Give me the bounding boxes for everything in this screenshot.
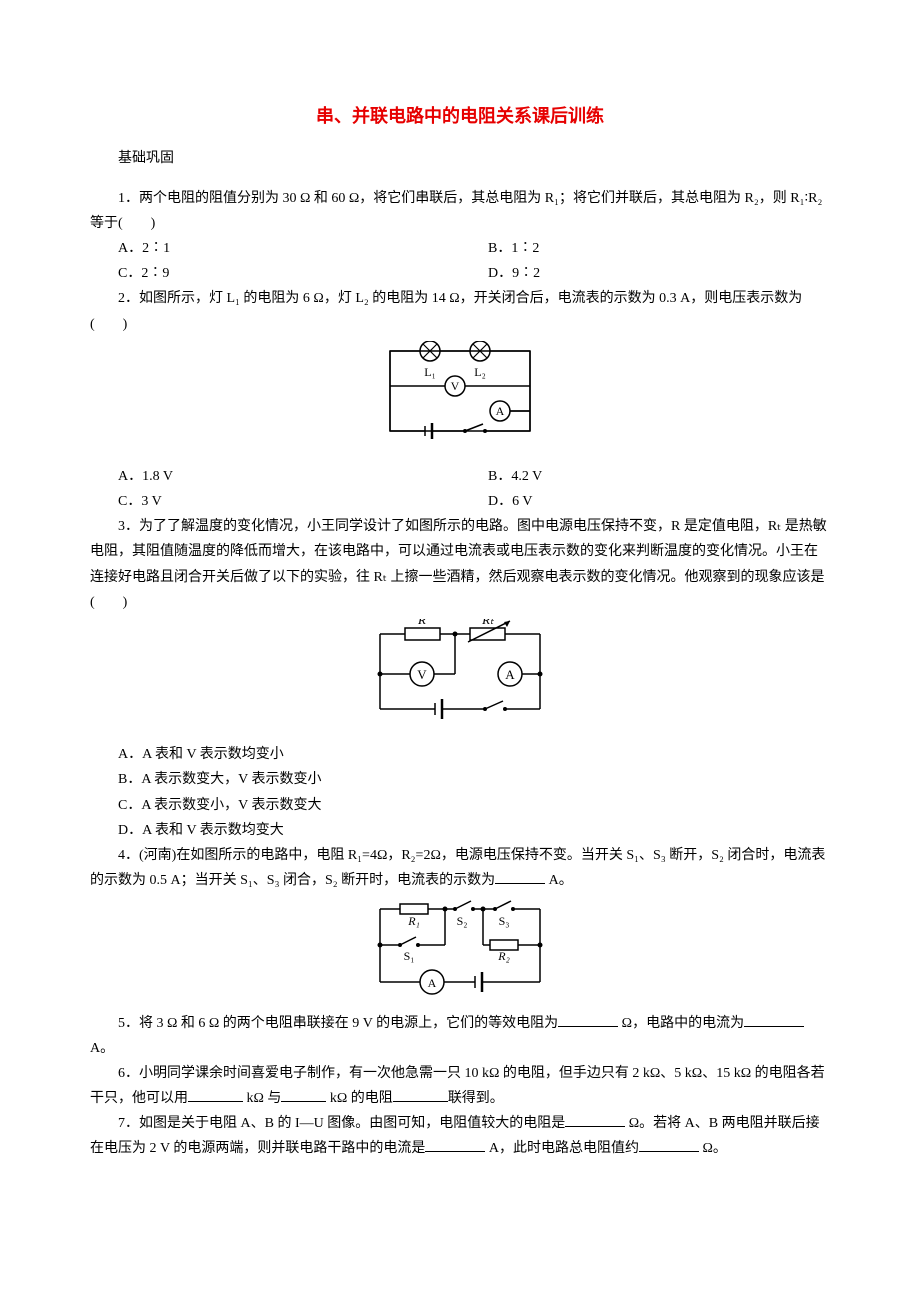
q5: 5．将 3 Ω 和 6 Ω 的两个电阻串联接在 9 V 的电源上，它们的等效电阻…	[90, 1011, 830, 1061]
q7-blank1	[565, 1112, 625, 1127]
q3-opt-c: C．A 表示数变小，V 表示数变大	[90, 793, 830, 818]
q3-opt-b: B．A 表示数变大，V 表示数变小	[90, 767, 830, 792]
q4-stem-a: 4．(河南)在如图所示的电路中，电阻 R₁=4Ω，R₂=2Ω，电源电压保持不变。…	[90, 848, 825, 888]
q3-opt-d: D．A 表和 V 表示数均变大	[90, 818, 830, 843]
q5-c: A。	[90, 1041, 114, 1056]
q6-blank1	[188, 1087, 243, 1102]
q2-options-row2: C．3 V D．6 V	[90, 489, 830, 514]
q2-opt-c: C．3 V	[90, 489, 460, 514]
q2-l2-label: L₂	[474, 365, 486, 379]
q6-blank2	[281, 1087, 326, 1102]
q3-rt-label: Rₜ	[481, 619, 495, 627]
q7-c: A，此时电路总电阻值约	[485, 1141, 639, 1156]
q3-figure: R Rₜ V A	[90, 619, 830, 738]
q5-a: 5．将 3 Ω 和 6 Ω 的两个电阻串联接在 9 V 的电源上，它们的等效电阻…	[118, 1016, 558, 1031]
q7-a: 7．如图是关于电阻 A、B 的 I—U 图像。由图可知，电阻值较大的电阻是	[118, 1116, 565, 1131]
q2-opt-d: D．6 V	[460, 489, 830, 514]
q6-b: kΩ 与	[243, 1091, 281, 1106]
q3-a-label: A	[505, 667, 515, 682]
q2-a-label: A	[496, 404, 505, 418]
q6-d: 联得到。	[448, 1091, 504, 1106]
q2-v-label: V	[451, 379, 460, 393]
q4-figure: R₁ S₂ S₃ S₁ R₂	[90, 897, 830, 1006]
q2-opt-a: A．1.8 V	[90, 464, 460, 489]
q4-blank	[495, 869, 545, 884]
q4-s1-label: S₁	[404, 949, 415, 963]
q6: 6．小明同学课余时间喜爱电子制作，有一次他急需一只 10 kΩ 的电阻，但手边只…	[90, 1061, 830, 1111]
q5-b: Ω，电路中的电流为	[618, 1016, 744, 1031]
page-title: 串、并联电路中的电阻关系课后训练	[90, 100, 830, 132]
q1-options-row1: A．2∶1 B．1∶2	[90, 236, 830, 261]
q7-d: Ω。	[699, 1141, 727, 1156]
q4-stem-b: A。	[545, 873, 573, 888]
q3-v-label: V	[417, 667, 427, 682]
q4-s2-label: S₂	[457, 914, 468, 928]
q4-a-label: A	[428, 976, 437, 990]
q4-s3-label: S₃	[499, 914, 510, 928]
q2-figure: L₁ L₂ V A	[90, 341, 830, 460]
q6-blank3	[393, 1087, 448, 1102]
section-heading: 基础巩固	[90, 146, 830, 171]
q3-options: A．A 表和 V 表示数均变小 B．A 表示数变大，V 表示数变小 C．A 表示…	[90, 742, 830, 843]
q1-opt-c: C．2∶9	[90, 261, 460, 286]
q2-stem: 2．如图所示，灯 L₁ 的电阻为 6 Ω，灯 L₂ 的电阻为 14 Ω，开关闭合…	[90, 286, 830, 336]
q1-opt-b: B．1∶2	[460, 236, 830, 261]
q4-r2-label: R₂	[497, 949, 510, 963]
q7: 7．如图是关于电阻 A、B 的 I—U 图像。由图可知，电阻值较大的电阻是 Ω。…	[90, 1111, 830, 1161]
q2-l1-label: L₁	[424, 365, 436, 379]
q4-r1-label: R₁	[407, 914, 420, 928]
q5-blank2	[744, 1012, 804, 1027]
q7-blank2	[425, 1137, 485, 1152]
q3-r-label: R	[417, 619, 426, 627]
q1-stem: 1．两个电阻的阻值分别为 30 Ω 和 60 Ω，将它们串联后，其总电阻为 R₁…	[90, 186, 830, 236]
q5-blank1	[558, 1012, 618, 1027]
q3-stem: 3．为了了解温度的变化情况，小王同学设计了如图所示的电路。图中电源电压保持不变，…	[90, 514, 830, 615]
q1-opt-d: D．9∶2	[460, 261, 830, 286]
q1-options-row2: C．2∶9 D．9∶2	[90, 261, 830, 286]
q4-stem: 4．(河南)在如图所示的电路中，电阻 R₁=4Ω，R₂=2Ω，电源电压保持不变。…	[90, 843, 830, 893]
q2-options-row1: A．1.8 V B．4.2 V	[90, 464, 830, 489]
q2-opt-b: B．4.2 V	[460, 464, 830, 489]
q7-blank3	[639, 1137, 699, 1152]
q3-opt-a: A．A 表和 V 表示数均变小	[90, 742, 830, 767]
q6-c: kΩ 的电阻	[326, 1091, 392, 1106]
q1-opt-a: A．2∶1	[90, 236, 460, 261]
